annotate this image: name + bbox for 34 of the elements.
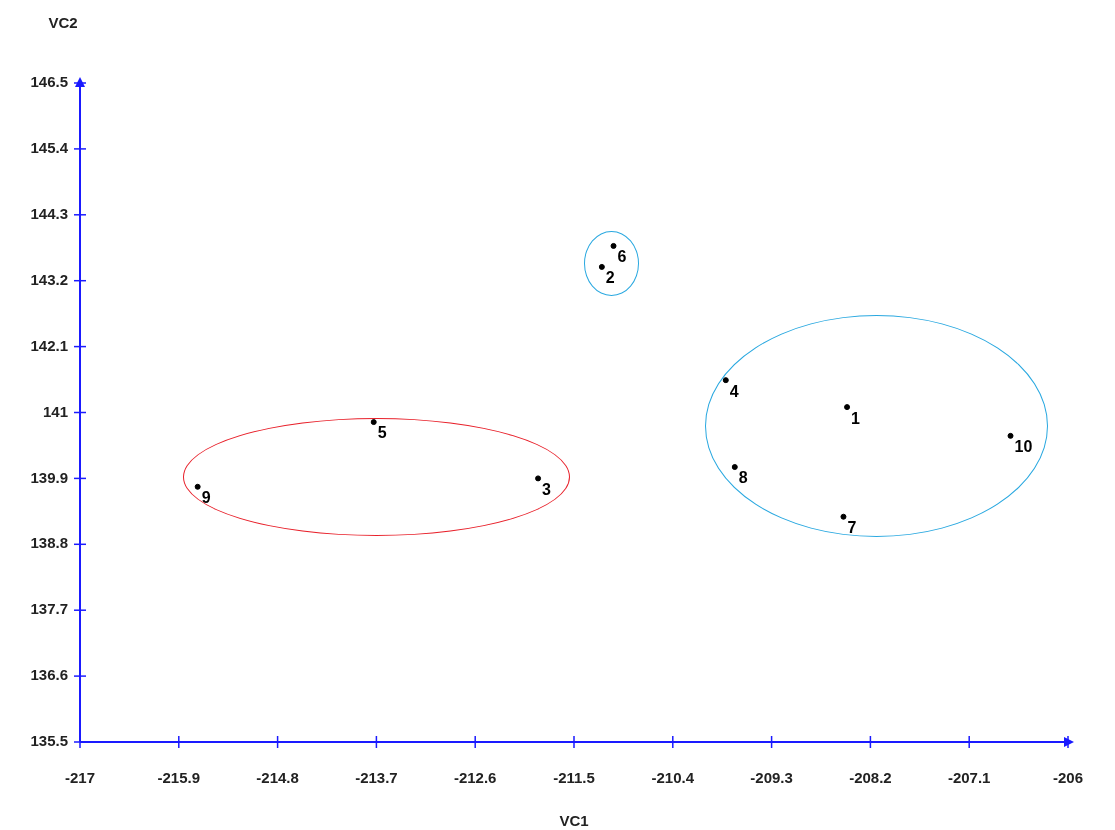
y-tick-label: 145.4 [30,139,69,157]
annotation: 7 [847,519,857,537]
annotation: 4 [729,382,739,400]
annotation: 3 [542,480,552,498]
annotation: 8 [738,469,748,487]
x-tick-label: -211.5 [553,769,595,787]
y-tick-label: 135.5 [30,732,68,750]
y-tick-label: 136.6 [30,666,68,684]
x-tick-label: -215.9 [157,769,201,787]
y-tick-label: 146.5 [30,73,68,91]
annotation: 1 [851,409,861,427]
x-tick-label: -209.3 [750,769,793,787]
x-tick-label: -210.4 [651,769,695,787]
annotation: 9 [201,489,211,507]
annotation: 6 [617,248,627,266]
annotation: 10 [1014,438,1033,456]
y-tick-label: 141 [42,402,68,420]
x-tick-label: -207.1 [947,769,991,787]
x-axis-title: VC1 [559,812,589,829]
x-tick-label: -214.8 [256,769,299,787]
x-tick-label: -217 [64,769,96,787]
y-tick-label: 139.9 [30,468,68,486]
x-tick-label: -208.2 [849,769,892,787]
y-tick-label: 138.8 [30,534,68,552]
x-tick-label: -213.7 [355,769,398,787]
y-tick-label: 142.1 [30,336,68,354]
x-tick-label: -206 [1052,769,1084,787]
x-tick-label: -212.6 [453,769,497,787]
annotation: 2 [605,269,615,287]
y-tick-label: 137.7 [30,600,68,618]
annotation: 5 [377,424,387,442]
y-axis-title: VC2 [48,14,78,31]
y-tick-label: 143.2 [30,270,68,288]
y-tick-label: 144.3 [30,204,68,222]
